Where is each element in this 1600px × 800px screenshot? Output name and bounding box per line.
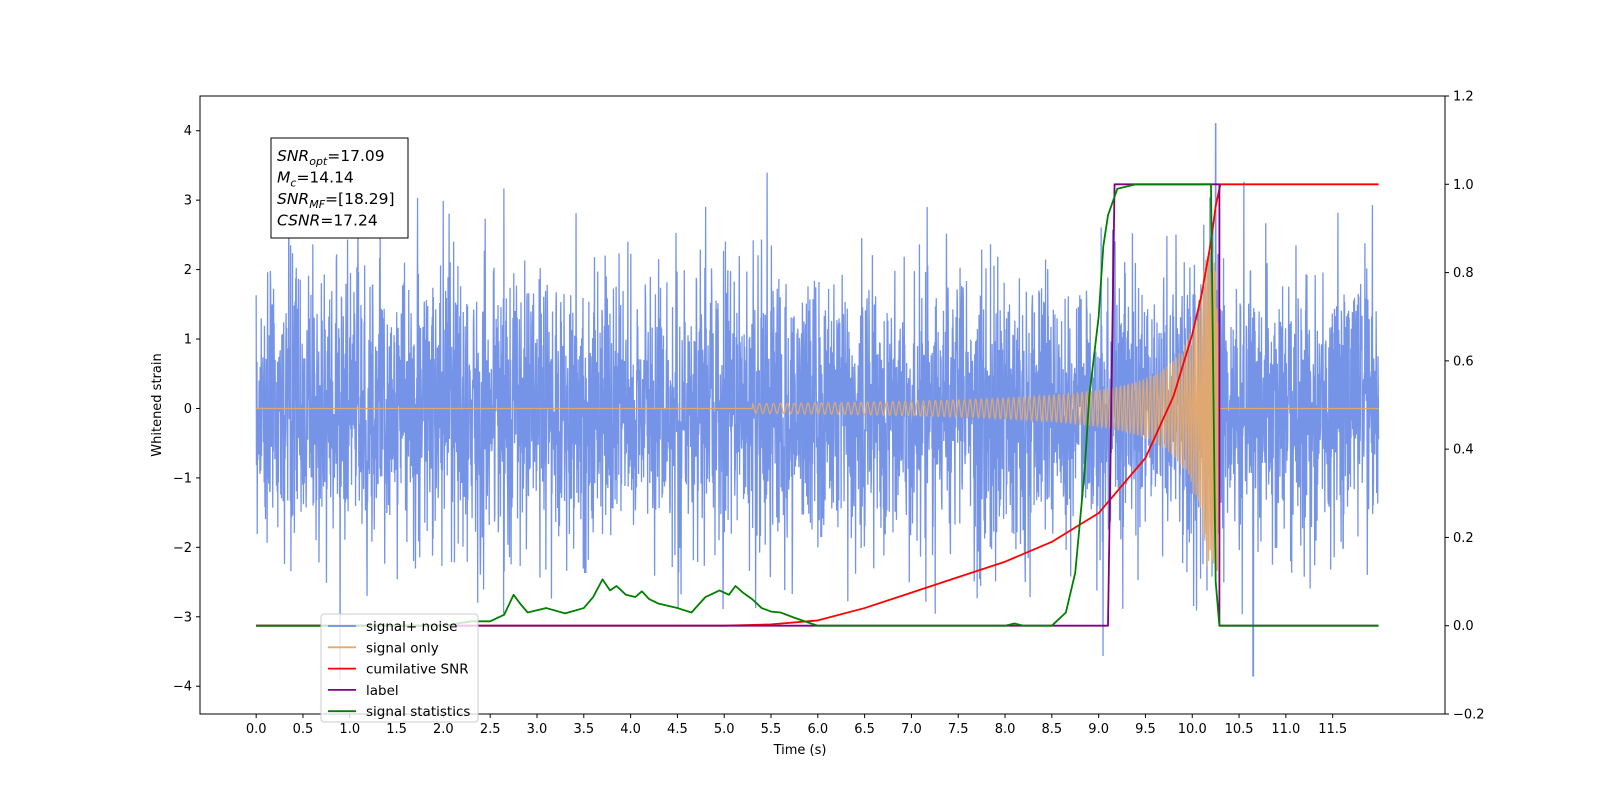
y-tick-label: 2	[184, 263, 192, 278]
y2-tick-label: 0.2	[1453, 531, 1474, 546]
y2-tick-label: 0.4	[1453, 443, 1474, 458]
x-tick-label: 7.0	[901, 722, 922, 737]
y2-tick-label: −0.2	[1453, 708, 1485, 723]
legend-label: signal only	[366, 640, 439, 656]
y-tick-label: −4	[173, 680, 192, 695]
annotation-line-sub: opt	[309, 155, 328, 168]
annotation-line-base: SNR	[277, 147, 309, 165]
annotation-box: SNRopt=17.09 Mc=14.14 SNRMF=[18.29] CSNR=17…	[270, 137, 409, 239]
x-axis-label: Time (s)	[773, 743, 827, 758]
series-signal-noise-line	[255, 123, 1380, 681]
legend-label: signal+ noise	[366, 619, 457, 635]
y-tick-label: −1	[173, 471, 192, 486]
x-tick-label: 7.5	[948, 722, 969, 737]
x-tick-label: 6.0	[807, 722, 828, 737]
x-tick-label: 5.5	[761, 722, 782, 737]
series-layer	[255, 123, 1380, 681]
annotation-text: SNRopt=17.09 Mc=14.14 SNRMF=[18.29] CSNR=17…	[277, 147, 395, 230]
x-tick-label: 5.0	[714, 722, 735, 737]
x-tick-label: 0.0	[246, 722, 267, 737]
y2-tick-label: 0.6	[1453, 354, 1474, 369]
x-tick-label: 8.0	[995, 722, 1016, 737]
annotation-line-base: M	[277, 169, 290, 187]
y-tick-label: 0	[184, 402, 192, 417]
x-tick-label: 8.5	[1041, 722, 1062, 737]
x-tick-label: 4.5	[667, 722, 688, 737]
x-tick-label: 2.0	[433, 722, 454, 737]
x-tick-label: 4.0	[620, 722, 641, 737]
annotation-line-sub: MF	[309, 198, 325, 211]
legend: signal+ noise signal only cumilative SNR la…	[320, 613, 479, 723]
series-signal-only-line	[256, 246, 1379, 572]
annotation-line-value: =17.09	[327, 147, 384, 165]
x-tick-label: 9.0	[1088, 722, 1109, 737]
x-tick-label: 2.5	[480, 722, 501, 737]
x-tick-label: 10.5	[1225, 722, 1254, 737]
annotation-frame	[270, 137, 409, 239]
x-tick-label: 3.5	[573, 722, 594, 737]
ticks-layer: 0.0 0.5 1.0 1.5 2.0 2.5 3.0 3.5 4.0 4.5 5.0 5.5 6.0 6…	[173, 90, 1485, 738]
y2-tick-label: 0.0	[1453, 619, 1474, 634]
series-signal-statistics-line	[256, 183, 1379, 627]
legend-frame	[320, 613, 479, 723]
y-tick-label: −2	[173, 541, 192, 556]
y2-tick-label: 0.8	[1453, 266, 1474, 281]
x-tick-label: 11.5	[1318, 722, 1347, 737]
x-tick-label: 9.5	[1135, 722, 1156, 737]
annotation-line-sub: c	[290, 177, 296, 190]
y2-tick-label: 1.0	[1453, 178, 1474, 193]
y-axis-label: Whitened strain	[150, 353, 165, 456]
annotation-line-value: =17.24	[320, 212, 377, 230]
x-tick-label: 1.0	[339, 722, 360, 737]
x-tick-label: 6.5	[854, 722, 875, 737]
legend-label: cumilative SNR	[366, 662, 469, 678]
annotation-line-base: SNR	[277, 190, 309, 208]
y-tick-label: 4	[184, 124, 192, 139]
legend-label: signal statistics	[366, 704, 470, 720]
x-tick-label: 0.5	[293, 722, 314, 737]
annotation-line-value: =[18.29]	[325, 190, 394, 208]
x-tick-label: 3.0	[527, 722, 548, 737]
x-tick-label: 10.0	[1178, 722, 1207, 737]
annotation-line-base: CSNR	[277, 212, 320, 230]
y-tick-label: 1	[184, 333, 192, 348]
x-tick-label: 11.0	[1271, 722, 1300, 737]
y-tick-label: −3	[173, 610, 192, 625]
x-tick-label: 1.5	[386, 722, 407, 737]
annotation-line-value: =14.14	[296, 169, 353, 187]
legend-label: label	[366, 683, 399, 699]
plot-frame	[199, 95, 1446, 715]
y-tick-label: 3	[184, 194, 192, 209]
y2-tick-label: 1.2	[1453, 90, 1474, 105]
